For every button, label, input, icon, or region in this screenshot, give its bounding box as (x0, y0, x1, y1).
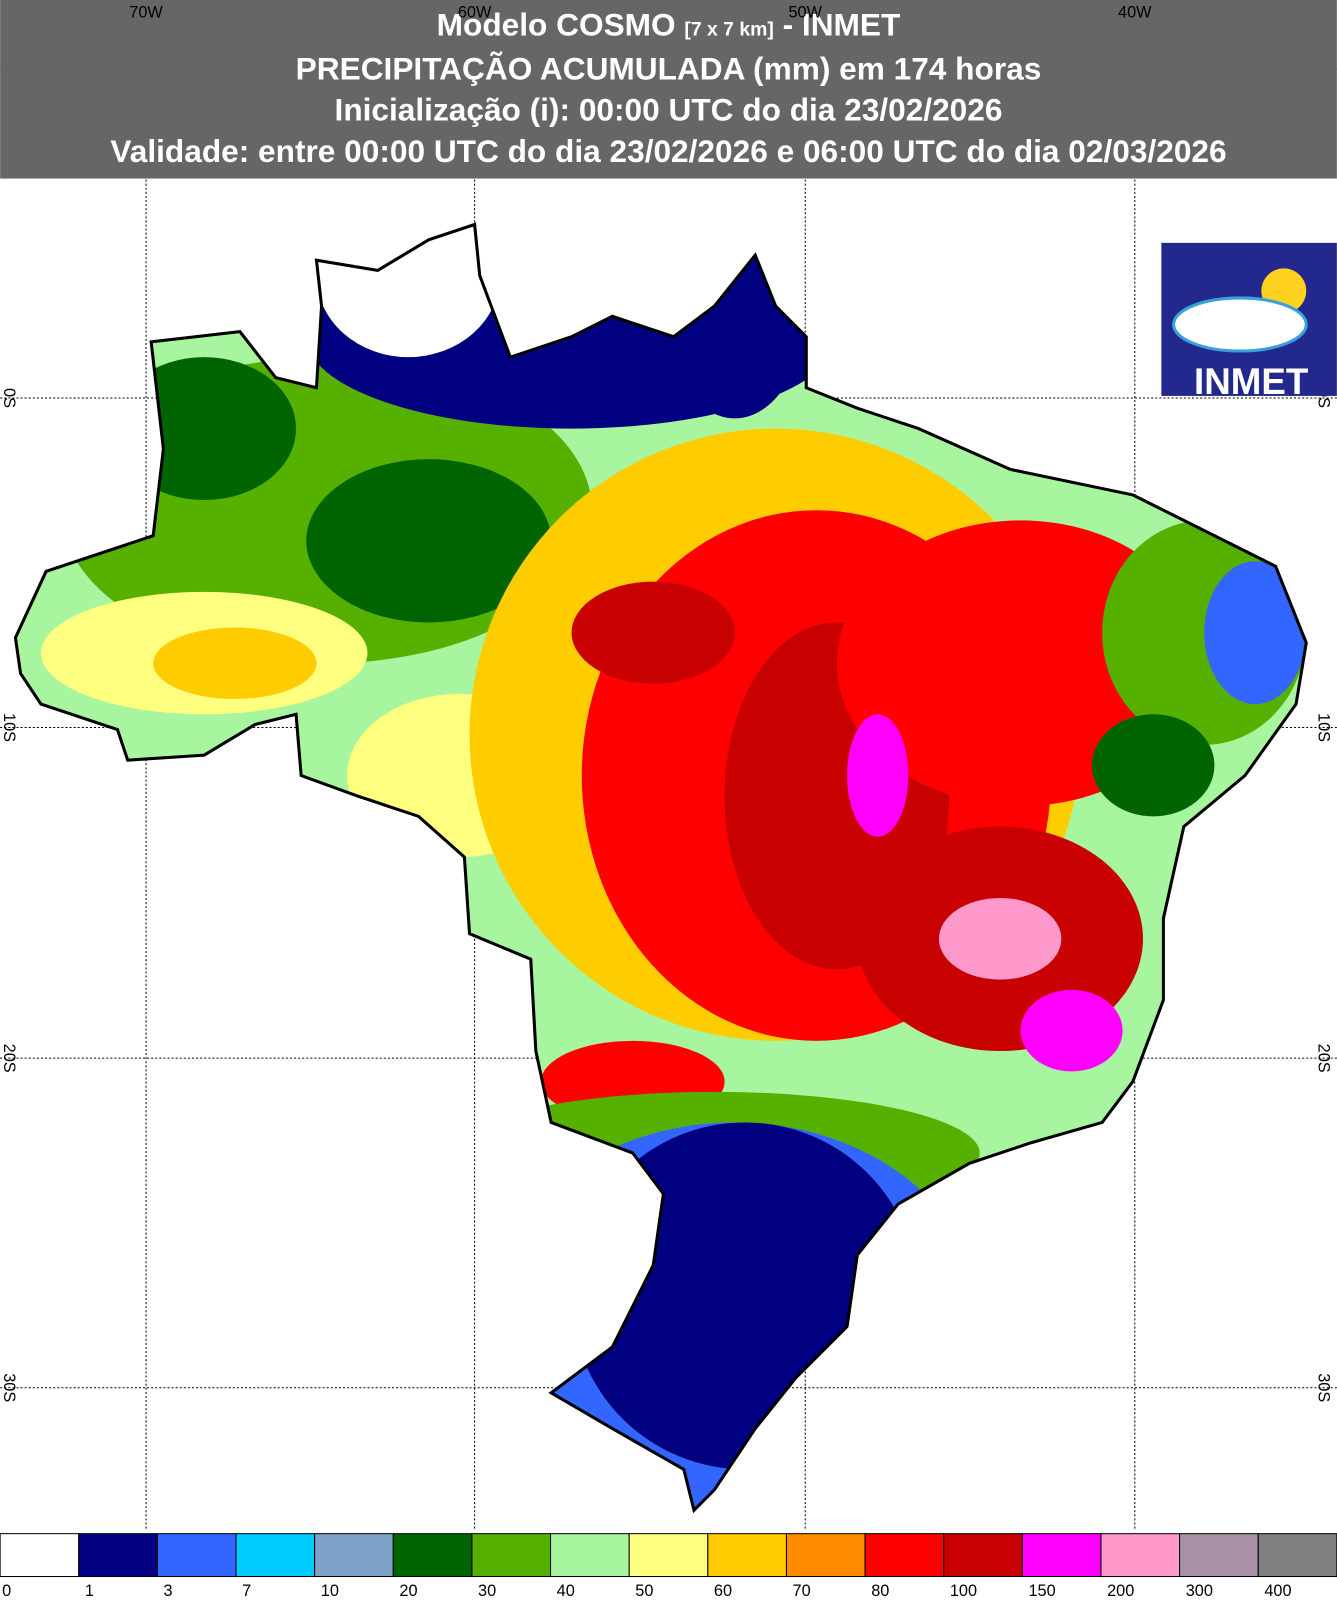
legend-swatch (943, 1533, 1023, 1578)
longitude-label: 50W (788, 3, 822, 21)
title-line: Modelo COSMO [7 x 7 km] - INMET (437, 7, 901, 43)
legend-label: 0 (2, 1582, 11, 1600)
latitude-label: 10S (1315, 713, 1333, 742)
title-line: PRECIPITAÇÃO ACUMULADA (mm) em 174 horas (296, 51, 1042, 87)
logo: INMET (1161, 242, 1337, 402)
legend-swatch (471, 1533, 552, 1578)
legend: 0 1 3 7 10 20 30 40 50 60 70 80 100 150 200 300 400 (0, 1533, 1337, 1600)
legend-label: 70 (793, 1582, 811, 1600)
legend-label: 7 (242, 1582, 251, 1600)
legend-label: 10 (321, 1582, 339, 1600)
latitude-label: 30S (1315, 1373, 1333, 1402)
legend-label: 1 (85, 1582, 94, 1600)
legend-label: 400 (1264, 1582, 1291, 1600)
legend-swatch (156, 1533, 237, 1578)
legend-swatch (392, 1533, 473, 1578)
precipitation-field (15, 224, 1307, 1511)
legend-swatch (78, 1533, 158, 1578)
legend-label: 150 (1028, 1582, 1055, 1600)
legend-swatch (1100, 1533, 1181, 1578)
latitude-label: 20S (0, 1044, 18, 1073)
legend-swatch (1179, 1533, 1259, 1578)
latitude-label: 0S (0, 388, 18, 408)
legend-label: 30 (478, 1582, 496, 1600)
legend-swatch (707, 1533, 787, 1578)
title-model: Modelo COSMO (437, 7, 676, 43)
legend-label: 100 (950, 1582, 977, 1600)
longitude-label: 60W (458, 3, 492, 21)
title-line: Validade: entre 00:00 UTC do dia 23/02/2… (110, 133, 1226, 169)
legend-label: 20 (399, 1582, 417, 1600)
legend-swatch (628, 1533, 709, 1578)
legend-swatch (1257, 1533, 1337, 1578)
legend-swatch (785, 1533, 866, 1578)
legend-swatch (864, 1533, 945, 1578)
logo-text: INMET (1194, 361, 1309, 402)
legend-label: 40 (557, 1582, 575, 1600)
legend-swatch (0, 1533, 80, 1578)
header-band (0, 0, 1337, 179)
title-resolution: [7 x 7 km] (684, 19, 773, 41)
legend-swatch (1021, 1533, 1102, 1578)
legend-swatch (314, 1533, 394, 1578)
longitude-label: 70W (129, 3, 163, 21)
latitude-label: 20S (1315, 1044, 1333, 1073)
title-line: Inicialização (i): 00:00 UTC do dia 23/0… (335, 91, 1003, 127)
legend-swatch (235, 1533, 316, 1578)
legend-label: 80 (871, 1582, 889, 1600)
legend-label: 300 (1186, 1582, 1213, 1600)
title-suffix: - INMET (783, 7, 901, 43)
latitude-label: 10S (0, 713, 18, 742)
legend-label: 3 (164, 1582, 173, 1600)
latitude-label: 30S (0, 1373, 18, 1402)
legend-label: 200 (1107, 1582, 1134, 1600)
longitude-label: 40W (1118, 3, 1152, 21)
legend-swatch (550, 1533, 630, 1578)
legend-label: 60 (714, 1582, 732, 1600)
legend-label: 50 (635, 1582, 653, 1600)
